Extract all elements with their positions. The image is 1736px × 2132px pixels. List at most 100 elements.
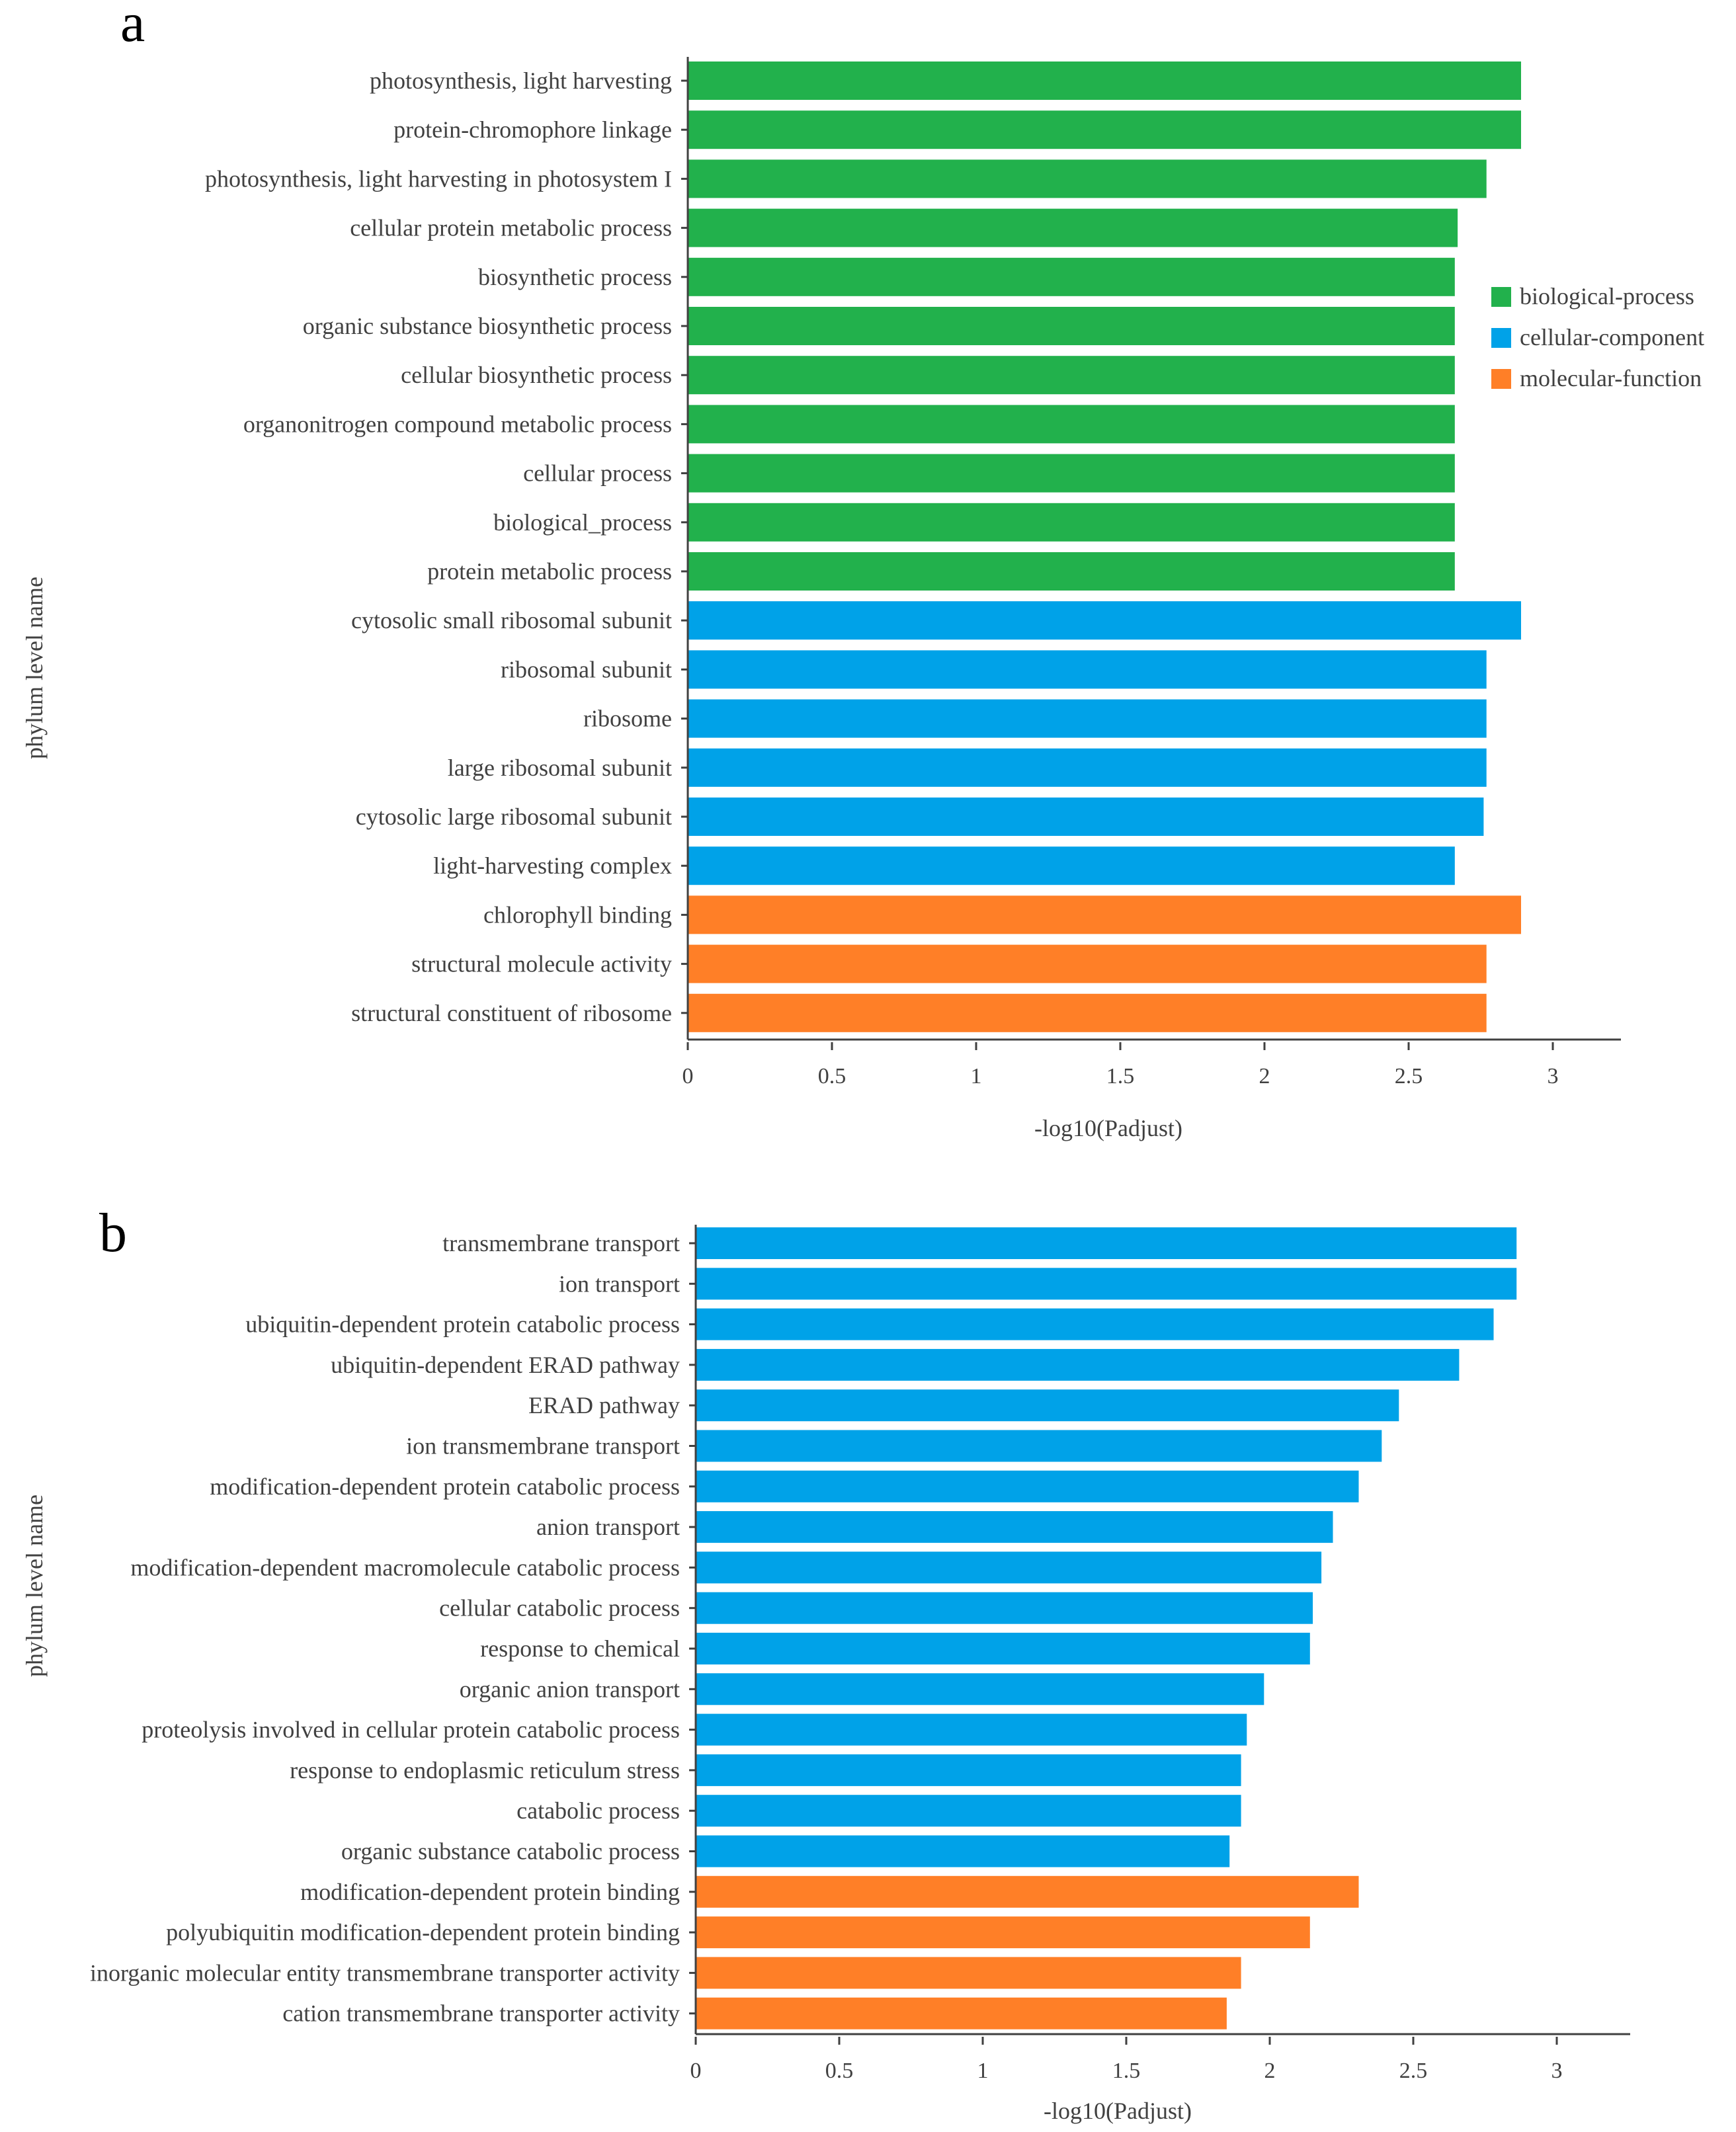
legend-label-cellular-component: cellular-component	[1520, 324, 1704, 350]
category-label-b-11: organic anion transport	[460, 1676, 680, 1702]
category-label-a-1: protein-chromophore linkage	[393, 116, 672, 143]
category-label-a-3: cellular protein metabolic process	[350, 215, 672, 241]
category-label-a-15: cytosolic large ribosomal subunit	[356, 803, 672, 830]
x-tick-label-a-1: 0.5	[818, 1064, 847, 1088]
category-label-b-12: proteolysis involved in cellular protein…	[142, 1717, 680, 1743]
bar-b-3	[696, 1348, 1460, 1381]
bars-a	[688, 62, 1521, 1032]
legend: biological-process cellular-component mole…	[1491, 283, 1704, 391]
bar-b-19	[696, 1997, 1227, 2030]
bar-b-2	[696, 1308, 1494, 1340]
bar-a-19	[688, 993, 1487, 1032]
category-label-b-10: response to chemical	[480, 1635, 680, 1662]
bar-b-1	[696, 1268, 1517, 1300]
bar-b-4	[696, 1389, 1399, 1422]
bar-a-10	[688, 552, 1455, 591]
x-tick-label-b-1: 0.5	[825, 2059, 854, 2083]
category-label-b-16: modification-dependent protein binding	[300, 1879, 680, 1905]
bar-a-17	[688, 895, 1521, 934]
category-label-a-16: light-harvesting complex	[433, 852, 672, 879]
category-label-a-14: large ribosomal subunit	[448, 755, 672, 781]
category-label-a-10: protein metabolic process	[427, 558, 672, 585]
bar-a-2	[688, 159, 1487, 198]
category-labels-a: photosynthesis, light harvesting protein-…	[205, 67, 688, 1026]
bar-a-12	[688, 650, 1487, 689]
bar-b-18	[696, 1957, 1241, 1989]
x-tick-label-a-6: 3	[1548, 1064, 1559, 1088]
bar-b-15	[696, 1835, 1230, 1867]
x-tick-label-b-4: 2	[1264, 2059, 1276, 2083]
category-label-b-0: transmembrane transport	[442, 1230, 680, 1256]
bar-a-7	[688, 405, 1455, 444]
panel-letter-b: b	[99, 1202, 127, 1264]
bar-a-4	[688, 257, 1455, 296]
category-labels-b: transmembrane transport ion transport ubiq…	[90, 1230, 696, 2027]
bar-b-7	[696, 1511, 1333, 1543]
bar-a-5	[688, 307, 1455, 345]
x-tick-label-a-0: 0	[682, 1064, 694, 1088]
bar-a-0	[688, 62, 1521, 100]
category-label-b-19: cation transmembrane transporter activit…	[282, 2000, 680, 2027]
legend-label-molecular-function: molecular-function	[1520, 365, 1702, 391]
bar-b-14	[696, 1795, 1241, 1827]
category-label-b-1: ion transport	[559, 1270, 680, 1297]
bar-a-14	[688, 748, 1487, 787]
panel-a: a phylum level name -log10(Padjust) phot…	[21, 0, 1704, 1141]
bars-b	[696, 1227, 1517, 2030]
category-label-a-5: organic substance biosynthetic process	[303, 313, 672, 339]
bar-b-5	[696, 1430, 1382, 1462]
category-label-b-4: ERAD pathway	[528, 1392, 680, 1418]
bar-a-11	[688, 601, 1521, 640]
x-tick-label-b-2: 1	[977, 2059, 989, 2083]
x-tick-label-a-3: 1.5	[1106, 1064, 1135, 1088]
bar-b-8	[696, 1551, 1322, 1584]
category-label-b-3: ubiquitin-dependent ERAD pathway	[331, 1352, 680, 1378]
x-tick-label-b-6: 3	[1551, 2059, 1563, 2083]
category-label-a-7: organonitrogen compound metabolic proces…	[243, 411, 672, 437]
bar-a-1	[688, 110, 1521, 149]
category-label-b-15: organic substance catabolic process	[341, 1838, 680, 1865]
category-label-b-18: inorganic molecular entity transmembrane…	[90, 1959, 680, 1986]
legend-swatch-biological-process	[1491, 287, 1511, 307]
panel-letter-a: a	[120, 0, 145, 54]
category-label-a-17: chlorophyll binding	[483, 901, 672, 928]
category-label-a-19: structural constituent of ribosome	[351, 1000, 672, 1026]
bar-a-9	[688, 503, 1455, 542]
category-label-a-2: photosynthesis, light harvesting in phot…	[205, 165, 672, 192]
y-axis-title-b: phylum level name	[21, 1495, 48, 1677]
bar-b-6	[696, 1470, 1359, 1502]
x-axis-title-b: -log10(Padjust)	[1044, 2098, 1192, 2124]
category-label-b-2: ubiquitin-dependent protein catabolic pr…	[245, 1311, 680, 1338]
category-label-a-13: ribosome	[583, 706, 672, 732]
bar-b-0	[696, 1227, 1517, 1259]
x-axis-title-a: -log10(Padjust)	[1034, 1115, 1182, 1141]
panel-b: b phylum level name -log10(Padjust) tran…	[21, 1202, 1630, 2124]
y-axis-title-a: phylum level name	[21, 577, 48, 759]
legend-swatch-molecular-function	[1491, 369, 1511, 389]
bar-b-10	[696, 1633, 1310, 1664]
bar-a-16	[688, 846, 1455, 885]
category-label-a-6: cellular biosynthetic process	[401, 362, 672, 388]
legend-swatch-cellular-component	[1491, 328, 1511, 348]
bar-b-12	[696, 1713, 1247, 1746]
category-label-b-13: response to endoplasmic reticulum stress	[290, 1757, 680, 1784]
bar-b-17	[696, 1916, 1310, 1949]
bar-b-16	[696, 1875, 1359, 1908]
category-label-b-9: cellular catabolic process	[439, 1595, 680, 1621]
x-tick-label-a-5: 2.5	[1395, 1064, 1423, 1088]
category-label-a-11: cytosolic small ribosomal subunit	[351, 607, 672, 634]
category-label-b-5: ion transmembrane transport	[406, 1433, 680, 1459]
bar-a-8	[688, 454, 1455, 493]
x-tick-label-a-4: 2	[1259, 1064, 1270, 1088]
x-ticks-a: 0 0.5 1 1.5 2 2.5 3	[682, 1042, 1559, 1088]
category-label-b-6: modification-dependent protein catabolic…	[210, 1473, 680, 1500]
bar-a-6	[688, 356, 1455, 395]
bar-a-18	[688, 944, 1487, 983]
category-label-b-17: polyubiquitin modification-dependent pro…	[166, 1919, 680, 1946]
x-tick-label-b-3: 1.5	[1112, 2059, 1141, 2083]
category-label-a-12: ribosomal subunit	[501, 656, 672, 682]
bar-b-13	[696, 1754, 1241, 1786]
category-label-a-18: structural molecule activity	[411, 951, 672, 977]
bar-b-11	[696, 1673, 1264, 1705]
